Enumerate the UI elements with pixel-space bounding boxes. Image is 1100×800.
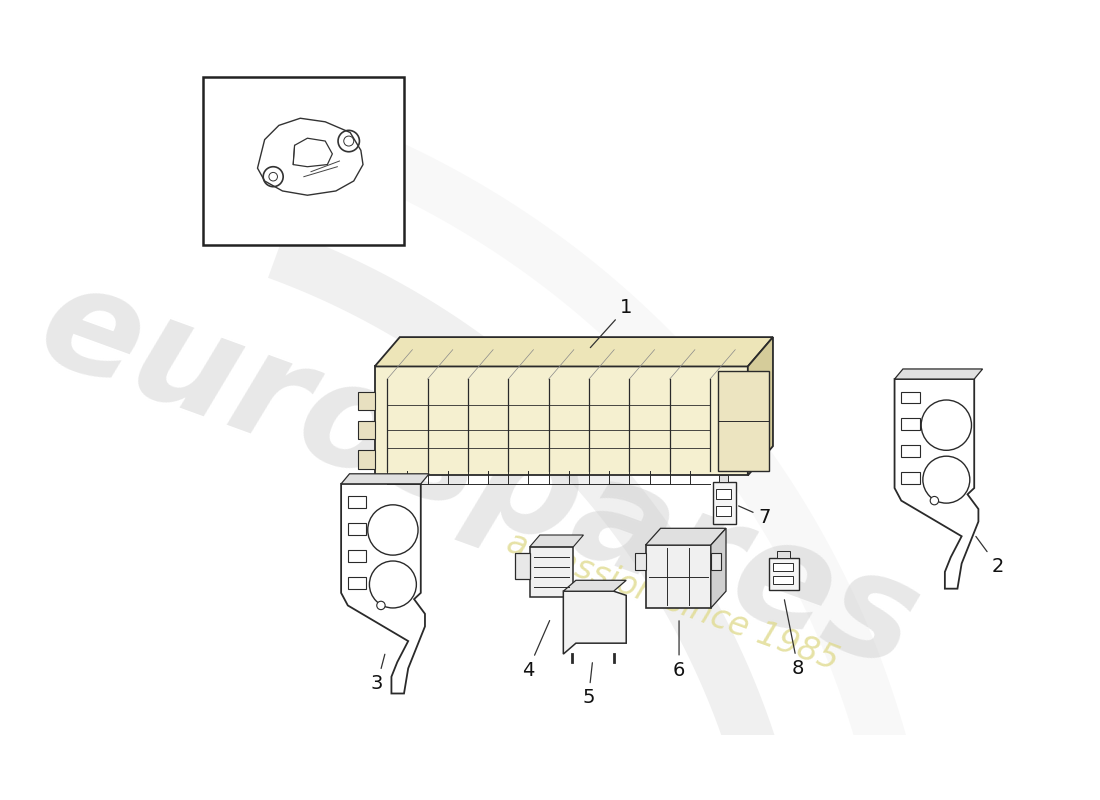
Polygon shape [268,230,788,792]
Text: 7: 7 [738,506,771,527]
Circle shape [931,497,938,505]
Text: 2: 2 [976,537,1004,575]
Bar [358,392,375,410]
Polygon shape [711,528,726,608]
Bar [901,418,920,430]
Polygon shape [894,369,982,379]
Bar [718,370,769,471]
Text: 8: 8 [784,600,804,678]
Text: 5: 5 [582,662,595,707]
Polygon shape [375,366,748,475]
Bar [358,450,375,469]
Bar [711,554,720,570]
Bar [769,558,799,590]
Bar [713,482,736,524]
Polygon shape [563,591,626,654]
Text: 3: 3 [371,654,385,693]
Polygon shape [341,474,429,484]
Bar [646,545,711,608]
Circle shape [367,505,418,555]
Polygon shape [646,528,726,545]
Polygon shape [375,337,773,366]
Text: 4: 4 [521,621,550,679]
Bar [773,576,793,585]
Circle shape [377,602,385,610]
Bar [901,392,920,403]
Bar [348,577,366,589]
Polygon shape [563,580,626,591]
Polygon shape [748,337,773,475]
Bar [515,554,530,578]
Polygon shape [311,112,909,759]
Bar [719,475,728,482]
Bar [348,550,366,562]
Bar [778,551,790,558]
Bar [716,506,732,516]
Bar [530,546,573,597]
Bar [358,421,375,439]
Circle shape [921,400,971,450]
Bar [202,77,404,245]
Bar [348,497,366,508]
Text: eurospares: eurospares [22,251,937,699]
Bar [348,523,366,535]
Bar [901,472,920,484]
Text: 1: 1 [591,298,632,348]
Circle shape [370,561,417,608]
Text: 6: 6 [673,621,685,679]
Circle shape [923,456,970,503]
Bar [636,554,646,570]
Bar [901,446,920,457]
Text: a passion since 1985: a passion since 1985 [502,526,843,677]
Bar [716,489,732,499]
Bar [773,562,793,571]
Polygon shape [530,535,583,546]
